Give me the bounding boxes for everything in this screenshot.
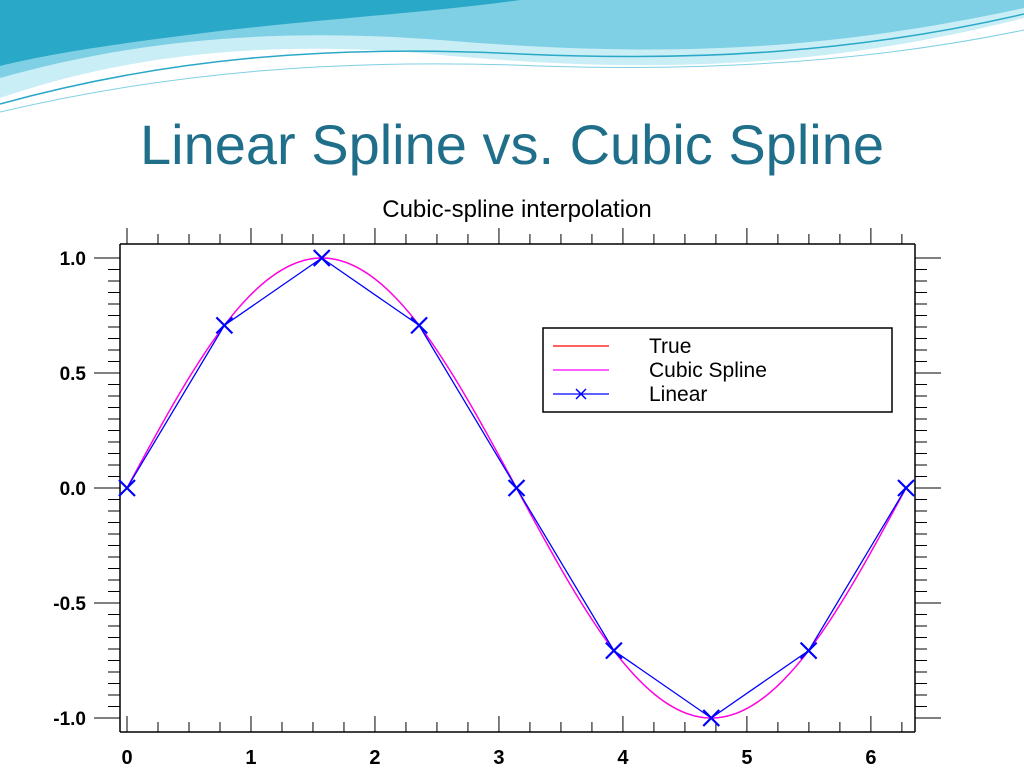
y-tick-label: 0.5	[60, 364, 87, 385]
marker-stroke	[410, 316, 428, 335]
chart-title: Cubic-spline interpolation	[382, 196, 651, 223]
linear-knot-marker	[118, 479, 136, 497]
legend-label: True	[649, 335, 691, 358]
x-tick-label: 1	[245, 747, 256, 768]
y-tick-label: -0.5	[53, 594, 86, 615]
x-tick-label: 2	[369, 747, 380, 768]
cubic-spline-chart: Cubic-spline interpolation 1.0 0.5 0.0 -0.5…	[53, 196, 941, 768]
legend-label: Linear	[649, 383, 707, 406]
y-tick-label: 0.0	[60, 479, 86, 500]
linear-knot-marker	[799, 641, 818, 660]
linear-knot-marker	[507, 479, 526, 497]
linear-knot-marker	[312, 249, 331, 267]
linear-knot-marker	[897, 479, 915, 497]
marker-stroke	[605, 641, 623, 660]
marker-stroke	[702, 709, 721, 727]
marker-stroke	[118, 479, 136, 497]
y-tick-label: 1.0	[60, 249, 86, 270]
linear-knot-marker	[215, 316, 234, 335]
x-tick-label: 3	[493, 747, 504, 768]
marker-stroke	[897, 479, 915, 497]
y-tick-label: -1.0	[53, 709, 86, 730]
x-tick-label: 5	[741, 747, 752, 768]
linear-knot-marker	[605, 641, 623, 660]
legend-marker	[575, 388, 587, 400]
x-tick-label: 0	[121, 747, 132, 768]
legend-label: Cubic Spline	[649, 359, 767, 382]
chart-series	[118, 249, 915, 727]
marker-stroke	[312, 249, 331, 267]
marker-stroke	[215, 316, 234, 335]
linear-knot-marker	[410, 316, 428, 335]
x-tick-label: 6	[865, 747, 876, 768]
header-wave-banner	[0, 0, 1024, 113]
slide-title: Linear Spline vs. Cubic Spline	[140, 113, 884, 176]
marker-stroke	[507, 479, 526, 497]
x-tick-label: 4	[617, 747, 629, 768]
marker-stroke	[799, 641, 818, 660]
linear-knot-marker	[702, 709, 721, 727]
chart-axes: 1.0 0.5 0.0 -0.5 -1.0 0 1 2 3 4 5 6	[53, 228, 941, 768]
